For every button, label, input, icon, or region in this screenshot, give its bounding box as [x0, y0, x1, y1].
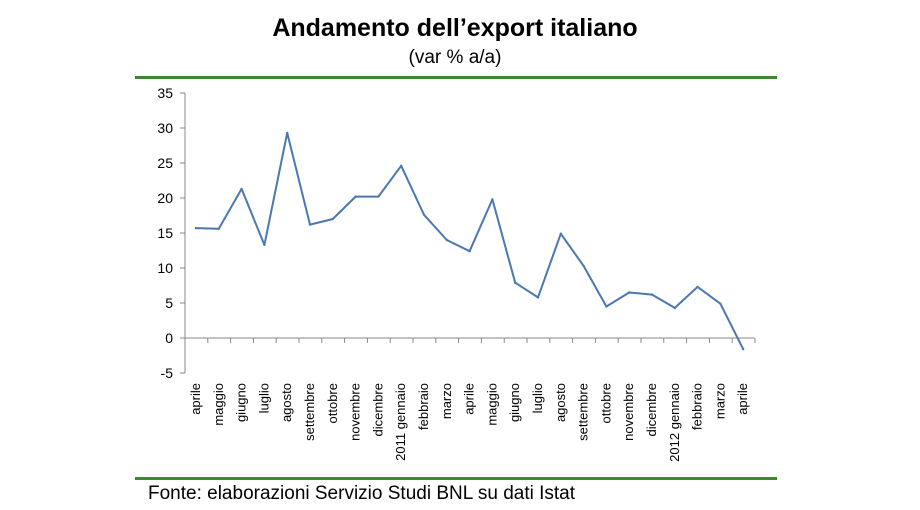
x-tick-label: dicembre: [644, 383, 659, 436]
data-point: [217, 227, 220, 230]
data-point: [377, 195, 380, 198]
y-tick-label: -5: [161, 365, 174, 381]
data-point: [559, 232, 562, 235]
x-tick-label: agosto: [279, 383, 294, 422]
data-point: [696, 285, 699, 289]
x-tick-label: aprile: [735, 383, 750, 415]
y-tick-label: 20: [157, 190, 173, 206]
x-tick-label: marzo: [439, 383, 454, 419]
chart-subtitle: (var % a/a): [408, 47, 502, 68]
data-point: [331, 217, 334, 221]
data-point: [628, 291, 631, 294]
x-tick-label: 2012 gennaio: [667, 383, 682, 462]
data-point: [673, 306, 676, 310]
data-point: [422, 213, 426, 216]
x-tick-label: febbraio: [690, 383, 705, 430]
x-tick-label: settembre: [302, 383, 317, 441]
data-point: [742, 348, 745, 351]
chart-title: Andamento dell’export italiano: [272, 14, 638, 42]
y-axis: 35 30 25 20 15 10 5 0 -5: [157, 85, 186, 381]
x-tick-label: dicembre: [370, 383, 385, 436]
y-tick-label: 0: [165, 330, 173, 346]
x-tick-label: giugno: [234, 383, 249, 422]
x-tick-label: novembre: [621, 383, 636, 441]
bottom-rule: [135, 477, 777, 480]
x-tick-label: agosto: [553, 383, 568, 422]
data-point: [491, 198, 494, 201]
x-tick-label: 2011 gennaio: [393, 383, 408, 461]
x-axis: aprile maggio giugno luglio agosto settembre o…: [184, 337, 756, 462]
x-tick-label: luglio: [256, 383, 271, 413]
data-point: [536, 296, 540, 299]
data-point: [263, 243, 266, 247]
series: [194, 131, 745, 351]
data-point: [308, 223, 312, 226]
x-tick-label: aprile: [462, 383, 477, 415]
y-tick-label: 30: [157, 120, 173, 136]
x-tick-label: settembre: [576, 383, 591, 441]
y-tick-label: 35: [157, 85, 173, 101]
data-point: [240, 187, 243, 191]
x-tick-label: giugno: [507, 383, 522, 422]
series-line: [195, 131, 745, 350]
data-point: [582, 264, 585, 268]
line-chart: 35 30 25 20 15 10 5 0 -5 aprile maggio giugno lugli…: [157, 85, 756, 462]
x-tick-label: ottobre: [325, 383, 340, 423]
x-tick-label: maggio: [211, 383, 226, 426]
data-point: [650, 293, 654, 296]
data-point: [400, 164, 403, 167]
x-tick-label: novembre: [348, 383, 363, 441]
y-tick-label: 25: [157, 155, 173, 171]
data-point: [514, 281, 517, 284]
x-tick-label: marzo: [712, 383, 727, 419]
data-point: [445, 238, 448, 242]
x-tick-label: luglio: [530, 383, 545, 413]
y-tick-label: 5: [165, 295, 173, 311]
data-point: [194, 226, 198, 230]
x-tick-label: aprile: [188, 383, 203, 415]
x-tick-label: febbraio: [416, 383, 431, 430]
data-point: [719, 302, 722, 305]
x-tick-label: ottobre: [598, 383, 613, 423]
data-point: [286, 131, 289, 135]
top-rule: [135, 76, 777, 79]
source-note: Fonte: elaborazioni Servizio Studi BNL s…: [148, 483, 576, 504]
x-tick-label: maggio: [484, 383, 499, 426]
data-point: [354, 195, 357, 198]
y-tick-label: 15: [157, 225, 173, 241]
data-point: [468, 250, 471, 253]
y-tick-label: 10: [157, 260, 173, 276]
data-point: [605, 305, 608, 308]
